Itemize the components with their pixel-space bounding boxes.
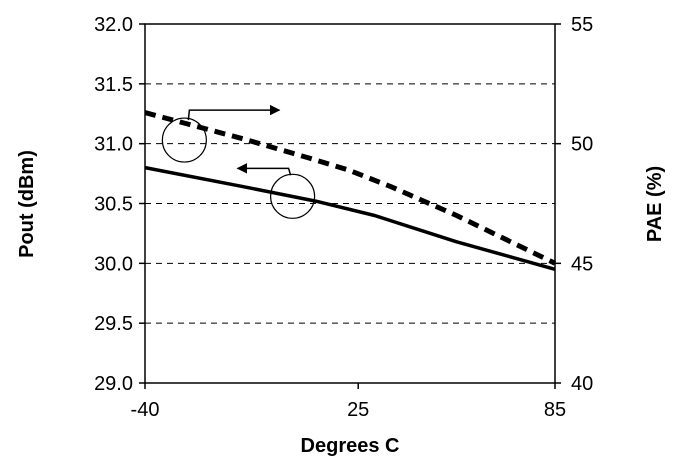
y-left-tick-label: 29.5 [94,313,133,335]
y-left-tick-label: 31.0 [94,134,133,156]
y-left-tick-label: 30.0 [94,253,133,275]
grid-lines [145,83,555,324]
y-left-tick-label: 31.5 [94,74,133,96]
y-axis-left-title: Pout (dBm) [16,150,38,258]
y-left-tick-label: 32.0 [94,14,133,36]
series-group [144,110,557,271]
annotations [161,104,316,219]
x-tick-label: 85 [544,399,566,421]
x-tick-label: 25 [347,399,369,421]
pout-series-line [144,165,556,271]
x-tick-label: -40 [131,399,160,421]
annotation-arrow-left [236,163,292,176]
y-axis-right-title: PAE (%) [644,166,666,242]
x-axis-ticks: -40 25 85 [131,383,566,421]
annotation-arrow-right [187,104,281,121]
y-left-tick-label: 29.0 [94,373,133,395]
plot-frame [144,23,556,384]
annotation-circle [161,117,207,163]
y-right-tick-label: 40 [571,373,593,395]
y-right-tick-label: 55 [571,14,593,36]
x-axis-title: Degrees C [301,435,400,457]
pae-series-line [144,110,557,266]
y-right-tick-label: 50 [571,134,593,156]
left-axis-ticks: 29.0 29.5 30.0 30.5 31.0 31.5 32.0 [94,14,145,395]
right-axis-ticks: 40 45 50 55 [555,14,593,395]
y-left-tick-label: 30.5 [94,194,133,216]
annotation-circle [270,173,316,219]
y-right-tick-label: 45 [571,253,593,275]
